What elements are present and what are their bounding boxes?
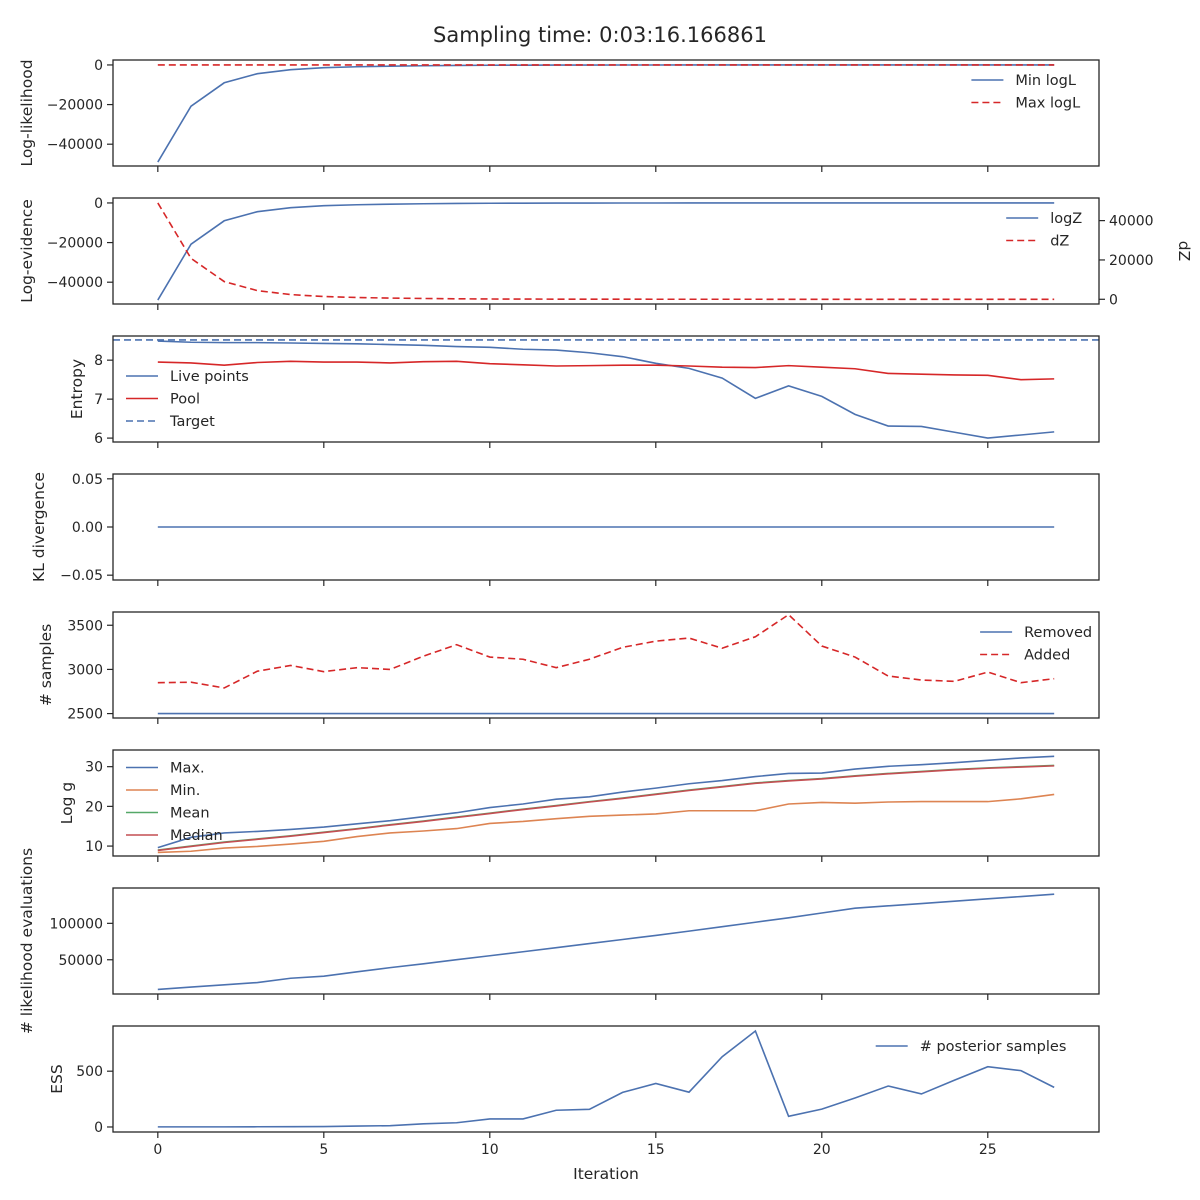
y-tick-label: 30 <box>85 760 103 776</box>
legend-entry-label: Added <box>1024 648 1070 664</box>
series-line-max <box>157 755 1055 849</box>
y-axis-label: ESS <box>48 1064 66 1093</box>
y-tick-label: 6 <box>94 431 103 447</box>
legend: # posterior samples <box>875 1039 1067 1055</box>
plot-area <box>157 202 1055 301</box>
legend: logZ dZ <box>1006 211 1082 250</box>
panel-6: 30 20 10 Log g Max. Min. Mean Median <box>58 749 1100 862</box>
series-line-dz <box>157 202 1055 301</box>
plot-area <box>113 339 1099 439</box>
legend-entry-label: logZ <box>1050 211 1082 227</box>
series-line-min-logl <box>157 64 1055 163</box>
y-tick-label: −20000 <box>47 98 103 114</box>
plot-area <box>157 64 1055 163</box>
y-tick-label: −0.05 <box>60 568 103 584</box>
x-tick-label: 10 <box>481 1142 499 1158</box>
y-axis-label: Log g <box>58 782 76 824</box>
series-line-logz <box>157 202 1055 301</box>
y-axis-label: # samples <box>37 624 55 706</box>
y-tick-label: 2500 <box>67 707 103 723</box>
plot-area <box>157 613 1055 715</box>
legend-entry-label: Max. <box>170 761 205 777</box>
legend-entry-label: Max logL <box>1015 96 1080 112</box>
panel-5: 3500 3000 2500 # samples Removed Added <box>37 611 1100 724</box>
legend-entry-label: # posterior samples <box>920 1039 1067 1055</box>
legend-entry-label: Mean <box>170 806 210 822</box>
legend-entry-label: Removed <box>1024 625 1092 641</box>
y-tick-label: 0.00 <box>72 520 103 536</box>
axes-frame <box>112 197 1100 305</box>
y-tick-label: 7 <box>94 392 103 408</box>
legend: Min logL Max logL <box>971 73 1080 112</box>
plot-area <box>157 755 1055 854</box>
y-tick-label: 8 <box>94 353 103 369</box>
panel-3: 6 7 8 Entropy Live points Pool Target <box>68 335 1100 448</box>
series-line-live-points <box>157 340 1055 439</box>
y2-tick-label: 0 <box>1109 292 1118 308</box>
y-tick-label: −40000 <box>47 275 103 291</box>
y2-axis-label: dZ <box>1175 241 1193 261</box>
y2-tick-label: 20000 <box>1109 253 1154 269</box>
y-tick-label: 0 <box>94 196 103 212</box>
x-tick-label: 20 <box>813 1142 831 1158</box>
y-tick-label: 3000 <box>67 662 103 678</box>
y-tick-label: 0 <box>94 1120 103 1136</box>
axes-frame <box>112 1025 1100 1133</box>
panels: 0 −20000 −40000 Log-likelihood Min logL Max l… <box>18 58 1193 1158</box>
axes-frame <box>112 749 1100 857</box>
axes-frame <box>112 611 1100 719</box>
series-line-posterior-samples <box>157 1029 1055 1128</box>
legend-entry-label: Live points <box>170 369 249 385</box>
y-axis-label: KL divergence <box>30 472 48 582</box>
x-tick-label: 0 <box>153 1142 162 1158</box>
series-line-line <box>157 893 1055 991</box>
y-axis-label: Log-likelihood <box>18 59 36 166</box>
x-tick-label: 5 <box>319 1142 328 1158</box>
plot-area <box>157 1029 1055 1128</box>
series-line-pool <box>157 360 1055 381</box>
series-line-min <box>157 793 1055 854</box>
y-tick-label: −40000 <box>47 137 103 153</box>
y-axis-label: # likelihood evaluations <box>18 848 36 1034</box>
series-line-added <box>157 613 1055 689</box>
panel-8: 0 5 10 15 20 25 500 0 ESS # posterior samples <box>48 1025 1100 1158</box>
x-tick-label: 15 <box>647 1142 665 1158</box>
axes-frame <box>112 887 1100 995</box>
legend-entry-label: Pool <box>170 392 200 408</box>
panel-1: 0 −20000 −40000 Log-likelihood Min logL Max l… <box>18 58 1100 172</box>
x-axis-label: Iteration <box>573 1165 639 1183</box>
figure-title: Sampling time: 0:03:16.166861 <box>433 23 767 47</box>
panel-4: 0.05 0.00 −0.05 KL divergence <box>30 472 1100 586</box>
y-tick-label: 0 <box>94 58 103 74</box>
legend-entry-label: Min logL <box>1015 73 1076 89</box>
legend-entry-label: Median <box>170 828 223 844</box>
y-tick-label: 100000 <box>50 916 103 932</box>
legend: Live points Pool Target <box>126 369 249 430</box>
panel-2: 0 −20000 −40000 0 20000 40000 dZ Log-evidence lo… <box>18 196 1193 310</box>
legend: Max. Min. Mean Median <box>126 761 223 844</box>
axes-frame <box>112 335 1100 443</box>
legend-entry-label: dZ <box>1050 234 1069 250</box>
axes-frame <box>112 59 1100 167</box>
y-tick-label: 50000 <box>58 953 103 969</box>
y-tick-label: 10 <box>85 839 103 855</box>
y-tick-label: 20 <box>85 799 103 815</box>
legend-entry-label: Target <box>169 414 215 430</box>
plot-area <box>157 893 1055 991</box>
x-tick-label: 25 <box>979 1142 997 1158</box>
legend: Removed Added <box>980 625 1092 664</box>
y-axis-label: Log-evidence <box>18 199 36 303</box>
y-tick-label: 0.05 <box>72 472 103 488</box>
y-axis-label: Entropy <box>68 359 86 419</box>
panel-7: 100000 50000 # likelihood evaluations <box>18 848 1100 1034</box>
y-tick-label: 3500 <box>67 618 103 634</box>
y-tick-label: 500 <box>76 1064 103 1080</box>
y2-tick-label: 40000 <box>1109 214 1154 230</box>
legend-entry-label: Min. <box>170 783 200 799</box>
series-line-median <box>157 765 1055 852</box>
y-tick-label: −20000 <box>47 236 103 252</box>
